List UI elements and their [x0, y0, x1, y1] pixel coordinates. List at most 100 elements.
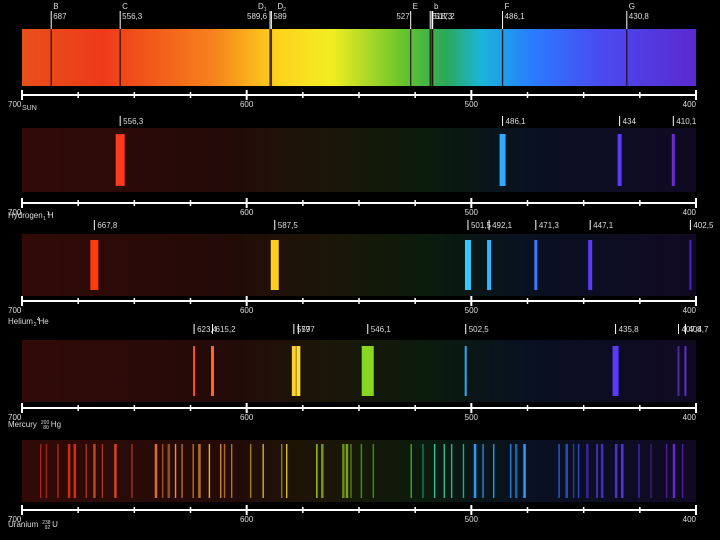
- uranium-emission-line: [577, 444, 580, 498]
- hydrogen-tick-label: 400: [683, 208, 697, 217]
- uranium-emission-line: [285, 444, 288, 498]
- helium-tick-label: 700: [8, 306, 22, 315]
- fraunhofer-wavelength: 589: [273, 12, 287, 21]
- uranium-emission-line: [45, 444, 48, 498]
- helium-emission-line: [689, 240, 692, 290]
- uranium-emission-line: [316, 444, 318, 498]
- mercury-emission-line: [464, 346, 467, 396]
- mercury-tick-label: 700: [8, 413, 22, 422]
- sun-tick-label: 500: [465, 100, 479, 109]
- mercury-emission-line: [361, 346, 374, 396]
- uranium-emission-line: [509, 444, 512, 498]
- uranium-emission-line: [73, 444, 77, 498]
- fraunhofer-wavelength: 517,2: [435, 12, 456, 21]
- mercury-label: Mercury 200 80 Hg: [8, 420, 61, 431]
- hydrogen-line-wavelength: 556,3: [123, 117, 144, 126]
- uranium-emission-line: [192, 444, 194, 498]
- uranium-emission-line: [249, 444, 252, 498]
- fraunhofer-wavelength: 518,3: [432, 12, 453, 21]
- helium-atomic-number: 2: [34, 322, 37, 328]
- mercury-line-wavelength: 546,1: [371, 325, 392, 334]
- fraunhofer-letter: D2: [277, 2, 286, 13]
- mercury-mass-number: 200: [41, 420, 50, 426]
- hydrogen-label: Hydrogen 1 1 H: [8, 211, 54, 222]
- uranium-mass-number: 238: [42, 520, 51, 526]
- mercury-line-wavelength: 502,5: [469, 325, 490, 334]
- fraunhofer-letter: D1: [258, 2, 267, 13]
- uranium-emission-line: [174, 444, 177, 498]
- fraunhofer-wavelength: 527: [396, 12, 410, 21]
- uranium-emission-line: [161, 444, 164, 498]
- uranium-emission-line: [492, 444, 495, 498]
- uranium-emission-line: [360, 444, 363, 498]
- uranium-emission-line: [154, 444, 158, 498]
- uranium-emission-line: [596, 444, 598, 498]
- sun-tick-label: 600: [240, 100, 254, 109]
- uranium-emission-line: [198, 444, 201, 498]
- mercury-atomic-number: 80: [43, 425, 49, 431]
- uranium-emission-line: [223, 444, 226, 498]
- helium-line-wavelength: 402,5: [693, 221, 714, 230]
- helium-emission-line: [588, 240, 593, 290]
- fraunhofer-wavelength: 556,3: [122, 12, 143, 21]
- mercury-line-wavelength: 623,4: [197, 325, 218, 334]
- fraunhofer-letter: E: [413, 2, 418, 11]
- uranium-emission-line: [230, 444, 233, 498]
- helium-emission-line: [487, 240, 492, 290]
- mercury-line-wavelength: 435,8: [619, 325, 640, 334]
- uranium-emission-line: [558, 444, 560, 498]
- helium-line-wavelength: 667,8: [97, 221, 118, 230]
- uranium-emission-line: [114, 444, 117, 498]
- uranium-tick-label: 500: [465, 515, 479, 524]
- mercury-emission-line: [193, 346, 196, 396]
- uranium-band: [22, 440, 696, 502]
- uranium-emission-line: [665, 444, 668, 498]
- mercury-emission-line: [296, 346, 301, 396]
- helium-mass-number: 4: [37, 317, 40, 323]
- hydrogen-tick-label: 500: [465, 208, 479, 217]
- helium-line-wavelength: 501,5: [471, 221, 492, 230]
- hydrogen-symbol: H: [48, 211, 54, 220]
- fraunhofer-subscript: 2: [283, 7, 286, 13]
- mercury-tick-label: 600: [240, 413, 254, 422]
- uranium-emission-line: [572, 444, 575, 498]
- sun-label: SUN: [22, 105, 37, 112]
- uranium-emission-line: [342, 444, 345, 498]
- uranium-emission-line: [57, 444, 59, 498]
- helium-label: Helium 4 2 He: [8, 317, 49, 328]
- hydrogen-emission-line: [671, 134, 675, 186]
- hydrogen-tick-label: 700: [8, 208, 22, 217]
- sun-band: [22, 29, 696, 86]
- mercury-line-wavelength: 615,2: [216, 325, 237, 334]
- mercury-band: [22, 340, 696, 402]
- uranium-emission-line: [672, 444, 676, 498]
- uranium-emission-line: [372, 444, 375, 498]
- helium-emission-line: [464, 240, 471, 290]
- hydrogen-spectrum: 556,3 486,1 434 410,1 700 600 500 400 Hydrogen 1 1…: [8, 116, 697, 222]
- mercury-emission-line: [291, 346, 296, 396]
- helium-symbol: He: [38, 317, 49, 326]
- uranium-emission-line: [39, 444, 42, 498]
- uranium-emission-line: [614, 444, 618, 498]
- hydrogen-line-wavelength: 486,1: [506, 117, 527, 126]
- mercury-line-wavelength: 577: [301, 325, 315, 334]
- hydrogen-line-wavelength: 410,1: [676, 117, 697, 126]
- uranium-emission-line: [208, 444, 211, 498]
- helium-line-wavelength: 471,3: [539, 221, 560, 230]
- hydrogen-atomic-number: 1: [43, 216, 46, 222]
- uranium-spectrum: 700 600 500 400 Uranium 238 92 U: [8, 440, 697, 531]
- uranium-emission-line: [345, 444, 349, 498]
- uranium-emission-line: [220, 444, 222, 498]
- hydrogen-band: [22, 128, 696, 192]
- uranium-emission-line: [422, 444, 424, 498]
- hydrogen-mass-number: 1: [47, 211, 50, 217]
- uranium-emission-line: [350, 444, 352, 498]
- uranium-emission-line: [482, 444, 484, 498]
- hydrogen-tick-label: 600: [240, 208, 254, 217]
- helium-emission-line: [534, 240, 538, 290]
- helium-line-wavelength: 447,1: [593, 221, 614, 230]
- uranium-label: Uranium 238 92 U: [8, 520, 58, 531]
- uranium-emission-line: [586, 444, 589, 498]
- mercury-emission-line: [211, 346, 215, 396]
- mercury-tick-label: 500: [465, 413, 479, 422]
